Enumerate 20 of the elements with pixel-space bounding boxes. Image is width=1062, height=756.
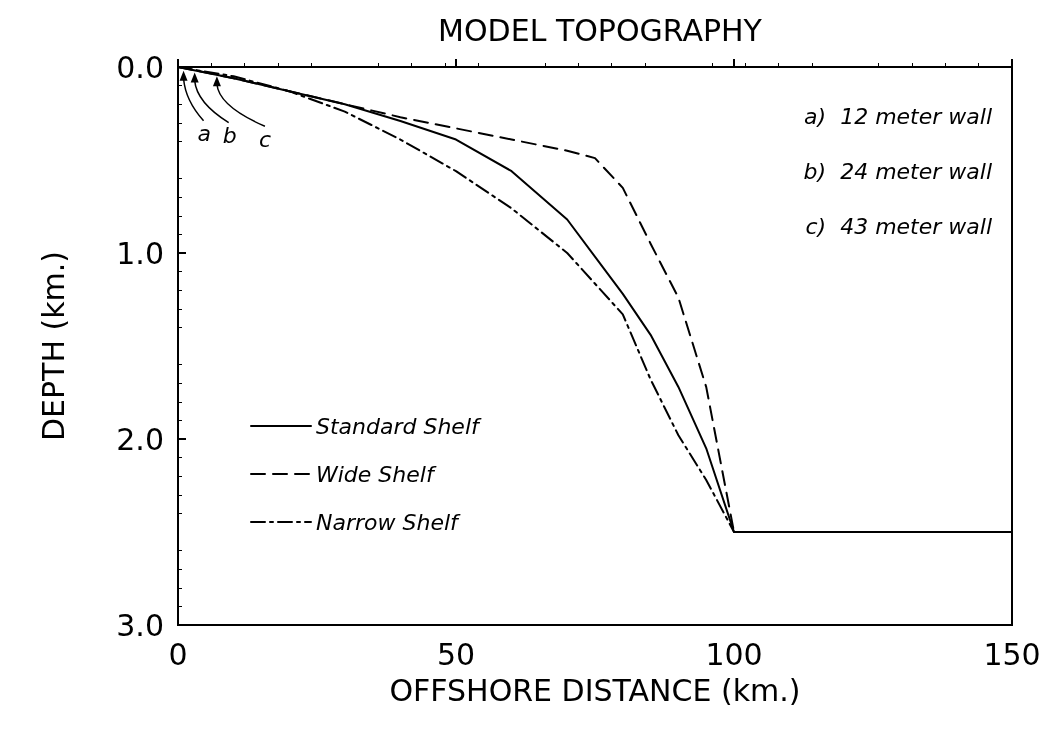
legend-label: Wide Shelf [316,461,437,487]
x-tick-label: 100 [705,636,763,672]
y-axis-title: DEPTH (km.) [35,250,71,442]
legend-label: Standard Shelf [316,413,483,439]
y-tick-label: 1.0 [116,235,164,271]
x-tick-label: 50 [436,636,476,672]
annotation: b) 24 meter wall [803,158,992,184]
annotation: a [197,121,212,147]
x-tick-label: 0 [168,636,188,672]
annotation: c [258,126,272,152]
x-axis-title: OFFSHORE DISTANCE (km.) [389,672,801,708]
annotation: b [222,123,237,149]
legend-label: Narrow Shelf [316,509,462,535]
chart-title: MODEL TOPOGRAPHY [438,12,763,48]
y-tick-label: 3.0 [116,607,164,643]
x-tick-label: 150 [983,636,1041,672]
y-tick-label: 2.0 [116,421,164,457]
y-tick-label: 0.0 [116,49,164,85]
annotation: c) 43 meter wall [805,213,993,239]
annotation: a) 12 meter wall [804,103,992,129]
